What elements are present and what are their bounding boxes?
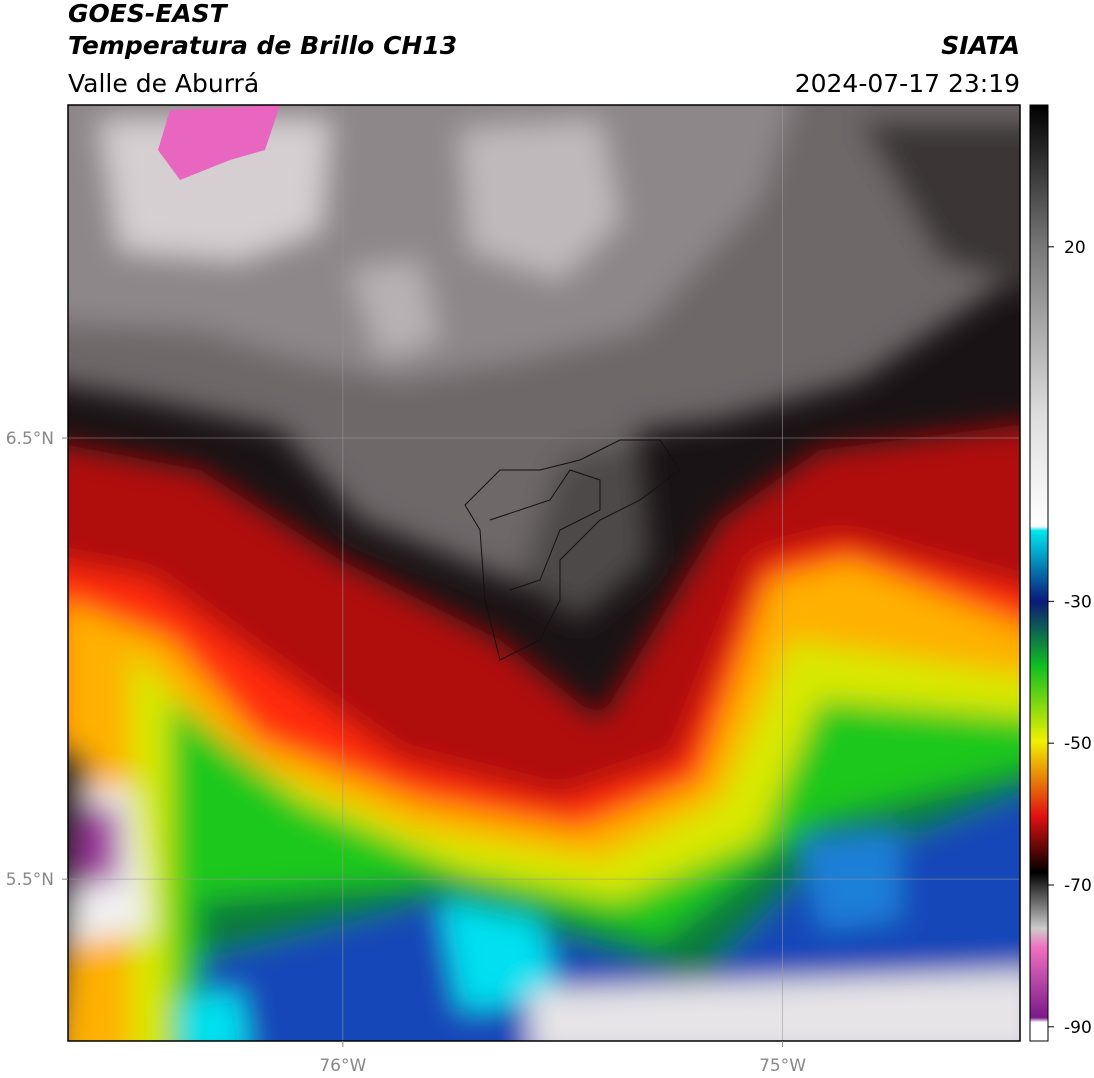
datetime: 2024-07-17 23:19 bbox=[795, 69, 1020, 98]
title: GOES-EAST bbox=[68, 0, 229, 28]
colorbar-tick-label: 20 bbox=[1064, 238, 1086, 258]
x-tick-label: 75°W bbox=[759, 1056, 806, 1076]
source: SIATA bbox=[941, 31, 1020, 60]
x-tick-label: 76°W bbox=[319, 1056, 366, 1076]
colorbar-tick-label: -50 bbox=[1064, 734, 1092, 754]
map-frame bbox=[67, 104, 1021, 1042]
colorbar-tick-label: -30 bbox=[1064, 592, 1092, 612]
region: Valle de Aburrá bbox=[68, 69, 259, 98]
subtitle: Temperatura de Brillo CH13 bbox=[68, 31, 457, 60]
colorbar-tick-label: -90 bbox=[1064, 1018, 1092, 1038]
grid bbox=[68, 105, 1020, 1041]
y-tick-label: 5.5°N bbox=[6, 870, 54, 890]
colorbar bbox=[1029, 104, 1049, 1042]
satellite-image bbox=[68, 105, 1020, 1041]
colorbar-tick-label: -70 bbox=[1064, 876, 1092, 896]
y-tick-label: 6.5°N bbox=[6, 429, 54, 449]
